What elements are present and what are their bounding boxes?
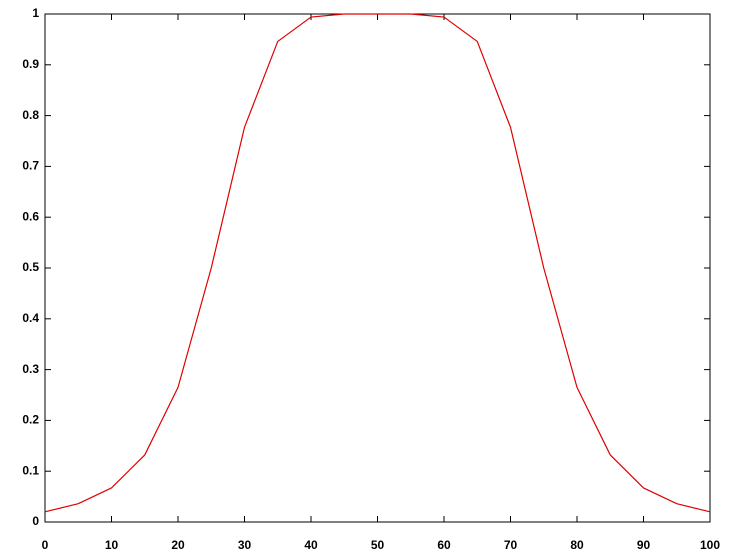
line-series <box>44 13 711 513</box>
x-tick-label: 70 <box>504 538 518 552</box>
x-tick-label: 20 <box>171 538 185 552</box>
y-tick-label: 0.9 <box>22 57 39 71</box>
y-tick-label: 1 <box>32 6 39 20</box>
plot-frame <box>44 13 711 523</box>
y-tick-label: 0.4 <box>22 311 39 325</box>
y-tick-label: 0.2 <box>22 413 39 427</box>
x-tick-label: 60 <box>437 538 451 552</box>
x-tick-label: 80 <box>570 538 584 552</box>
x-tick-label: 50 <box>371 538 385 552</box>
x-tick-label: 90 <box>637 538 651 552</box>
y-tick-label: 0.8 <box>22 108 39 122</box>
y-tick-label: 0.5 <box>22 260 39 274</box>
y-tick-label: 0.6 <box>22 209 39 223</box>
y-tick-label: 0.3 <box>22 362 39 376</box>
x-tick-label: 10 <box>105 538 119 552</box>
y-tick-label: 0.7 <box>22 159 39 173</box>
x-tick-label: 100 <box>700 538 720 552</box>
x-tick-label: 40 <box>304 538 318 552</box>
y-tick-label: 0.1 <box>22 463 39 477</box>
x-tick-label: 0 <box>42 538 49 552</box>
x-tick-label: 30 <box>238 538 252 552</box>
y-tick-label: 0 <box>32 514 39 528</box>
